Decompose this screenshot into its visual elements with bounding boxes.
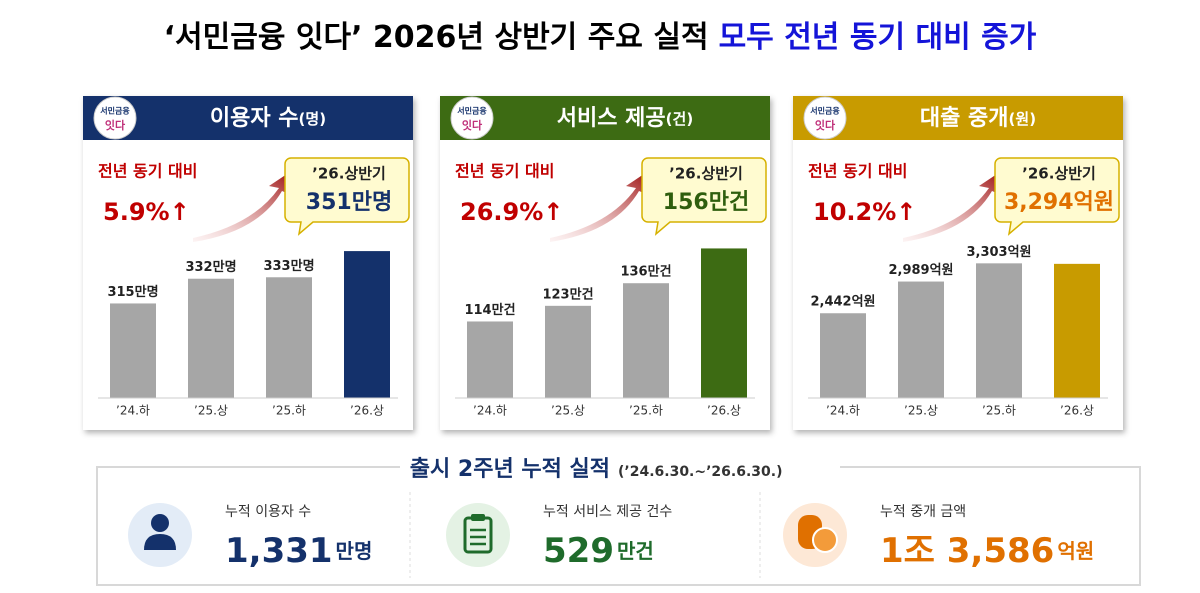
title-highlight: 모두 전년 동기 대비 증가 xyxy=(719,20,1037,55)
page-title: ‘서민금융 잇다’ 2026년 상반기 주요 실적 모두 전년 동기 대비 증가 xyxy=(164,20,1037,55)
bar xyxy=(266,277,312,398)
value-label: 2,442억원 xyxy=(810,295,875,310)
arrow xyxy=(903,174,999,242)
callout-label: ’26.상반기 xyxy=(669,165,743,183)
x-tick-label: ’25.상 xyxy=(904,404,938,418)
summary-number: 529 xyxy=(543,531,614,571)
summary-label: 누적 이용자 수 xyxy=(225,504,311,520)
summary-value: 529 만건 xyxy=(543,531,654,571)
callout xyxy=(641,157,767,236)
x-tick-label: ’25.하 xyxy=(272,404,306,418)
summary-title: 출시 2주년 누적 실적 xyxy=(410,457,610,482)
logo-bg xyxy=(450,96,494,140)
icon-coins xyxy=(783,503,847,567)
logo-text: 서민금융 xyxy=(100,106,130,116)
title-main: ‘서민금융 잇다’ 2026년 상반기 주요 실적 xyxy=(164,20,709,55)
change: 26.9%↑ xyxy=(460,198,563,226)
callout xyxy=(994,157,1120,236)
x-tick-label: ’25.상 xyxy=(551,404,585,418)
value-label: 136만건 xyxy=(620,264,671,280)
callout-label: ’26.상반기 xyxy=(1022,165,1096,183)
x-tick-label: ’24.하 xyxy=(826,404,860,418)
x-tick-label: ’25.하 xyxy=(982,404,1016,418)
x-tick-label: ’26.상 xyxy=(1060,404,1094,418)
logo-text: 서민금융 xyxy=(457,106,487,116)
chart-title-unit: (명) xyxy=(299,110,327,128)
bar xyxy=(188,278,234,398)
arrow xyxy=(550,174,646,242)
summary-value: 1조 3,586 억원 xyxy=(880,531,1094,571)
bar xyxy=(344,251,390,398)
summary-unit: 만명 xyxy=(336,539,373,563)
logo-text: 잇다 xyxy=(105,118,126,132)
change: 10.2%↑ xyxy=(813,198,916,226)
summary-number: 1,331 xyxy=(225,531,333,571)
bar xyxy=(976,263,1022,398)
bar xyxy=(110,303,156,398)
x-tick-label: ’25.하 xyxy=(629,404,663,418)
summary-label: 누적 서비스 제공 건수 xyxy=(543,504,672,520)
callout-value: 3,294억원 xyxy=(1004,190,1114,215)
chart-title-text: 서비스 제공 xyxy=(557,106,666,131)
x-tick-label: ’26.상 xyxy=(707,404,741,418)
annotation: 전년 동기 대비 xyxy=(98,162,197,181)
bar xyxy=(898,281,944,398)
panel-header xyxy=(83,96,413,140)
summary-box xyxy=(96,466,1141,586)
chart-title-unit: (건) xyxy=(666,110,694,128)
x-tick-label: ’24.하 xyxy=(473,404,507,418)
x-tick-label: ’25.상 xyxy=(194,404,228,418)
value-label: 2,989억원 xyxy=(888,263,953,278)
callout-label: ’26.상반기 xyxy=(312,165,386,183)
chart-title-text: 이용자 수 xyxy=(210,106,299,131)
summary-number: 1조 3,586 xyxy=(880,531,1054,571)
bar xyxy=(1054,263,1100,398)
x-tick-label: ’24.하 xyxy=(116,404,150,418)
callout-value: 156만건 xyxy=(663,190,749,215)
logo-text: 서민금융 xyxy=(810,106,840,116)
bar xyxy=(623,283,669,398)
value-label: 114만건 xyxy=(464,302,515,318)
summary-label: 누적 중개 금액 xyxy=(880,504,966,520)
summary-unit: 억원 xyxy=(1057,539,1094,563)
logo-bg xyxy=(803,96,847,140)
logo-text: 잇다 xyxy=(462,118,483,132)
value-label: 332만명 xyxy=(185,259,236,275)
panel-header xyxy=(440,96,770,140)
callout-value: 351만명 xyxy=(306,190,392,215)
value-label: 123만건 xyxy=(542,286,593,302)
chart-title: 서비스 제공(건) xyxy=(557,106,693,131)
bar xyxy=(701,248,747,398)
value-label: 333만명 xyxy=(263,258,314,274)
summary-title-bg xyxy=(400,455,840,483)
value-label: 3,303억원 xyxy=(966,245,1031,260)
x-tick-label: ’26.상 xyxy=(350,404,384,418)
bar xyxy=(467,321,513,398)
summary-value: 1,331 만명 xyxy=(225,531,372,571)
arrow xyxy=(193,174,289,242)
logo-text: 잇다 xyxy=(815,118,836,132)
panel-header xyxy=(793,96,1123,140)
value-label: 315만명 xyxy=(107,284,158,300)
bar xyxy=(820,313,866,398)
change: 5.9%↑ xyxy=(103,198,190,226)
logo-bg xyxy=(93,96,137,140)
chart-title: 대출 중개(원) xyxy=(920,106,1036,131)
icon-clipboard xyxy=(446,503,510,567)
summary-period: (’24.6.30.~’26.6.30.) xyxy=(618,464,783,480)
icon-user xyxy=(128,503,192,567)
annotation: 전년 동기 대비 xyxy=(455,162,554,181)
chart-title-unit: (원) xyxy=(1009,110,1037,128)
bar xyxy=(545,305,591,398)
chart-title: 이용자 수(명) xyxy=(210,106,326,131)
annotation: 전년 동기 대비 xyxy=(808,162,907,181)
chart-title-text: 대출 중개 xyxy=(920,106,1009,131)
summary-unit: 만건 xyxy=(617,539,654,563)
callout xyxy=(284,157,410,236)
